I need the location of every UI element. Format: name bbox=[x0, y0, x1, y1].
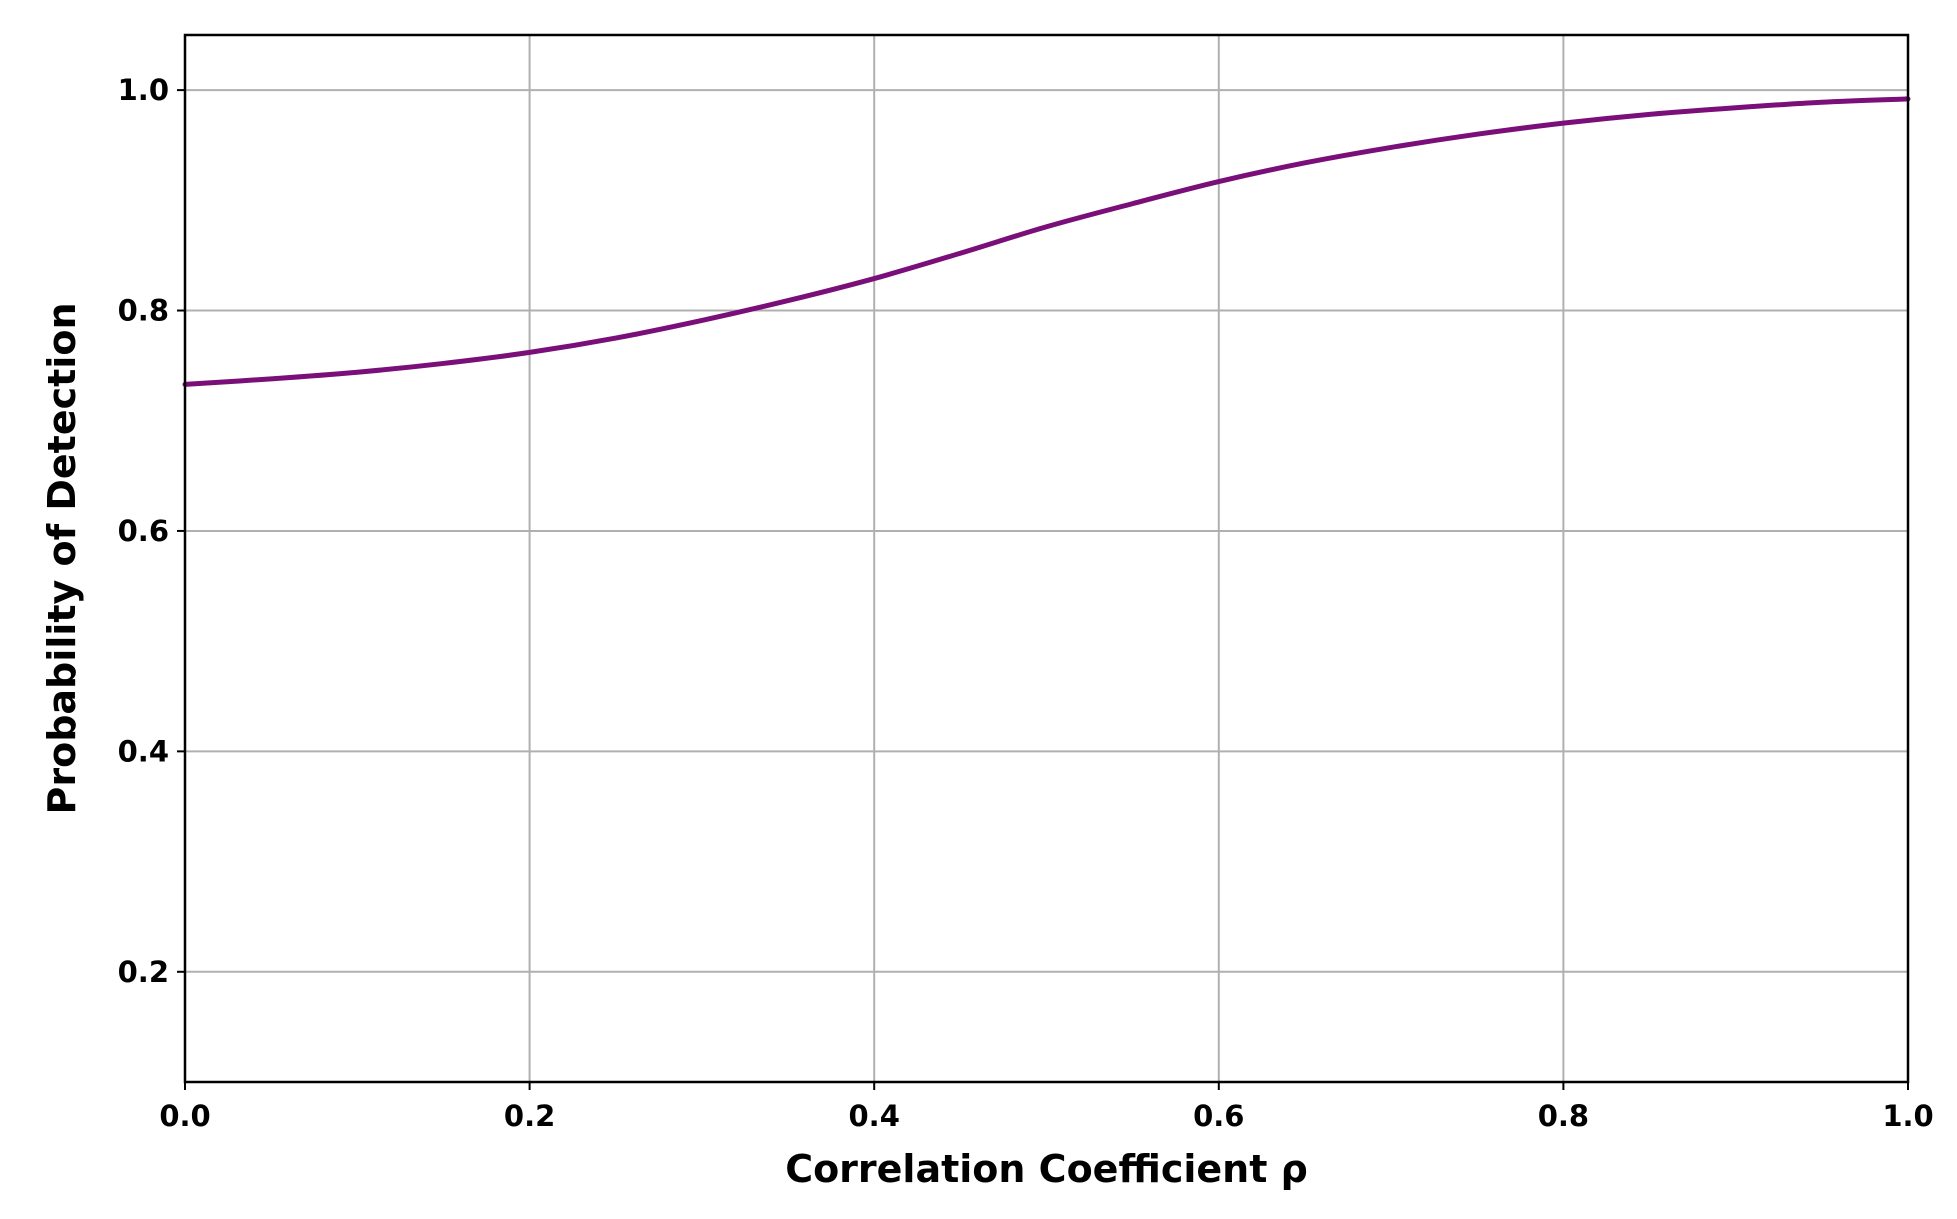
y-axis-ticks: 0.2 0.4 0.6 0.8 1.0 bbox=[118, 73, 185, 989]
x-axis-ticks: 0.0 0.2 0.4 0.6 0.8 1.0 bbox=[159, 1082, 1934, 1133]
y-tick-label: 0.2 bbox=[118, 955, 169, 989]
x-tick-label: 1.0 bbox=[1882, 1099, 1933, 1133]
y-tick-label: 0.6 bbox=[118, 514, 169, 548]
x-tick-label: 0.4 bbox=[849, 1099, 900, 1133]
x-tick-label: 0.2 bbox=[504, 1099, 555, 1133]
y-tick-label: 1.0 bbox=[118, 73, 169, 107]
x-tick-label: 0.6 bbox=[1193, 1099, 1244, 1133]
y-axis-label: Probability of Detection bbox=[40, 303, 84, 815]
grid-lines bbox=[184, 35, 1909, 1082]
y-tick-label: 0.8 bbox=[118, 294, 169, 328]
x-tick-label: 0.8 bbox=[1538, 1099, 1589, 1133]
series-line bbox=[182, 96, 1911, 387]
data-series bbox=[182, 96, 1911, 387]
plot-frame bbox=[183, 33, 1910, 1084]
x-axis-label: Correlation Coefficient ρ bbox=[785, 1147, 1308, 1191]
x-tick-label: 0.0 bbox=[159, 1099, 210, 1133]
y-tick-label: 0.4 bbox=[118, 734, 169, 768]
